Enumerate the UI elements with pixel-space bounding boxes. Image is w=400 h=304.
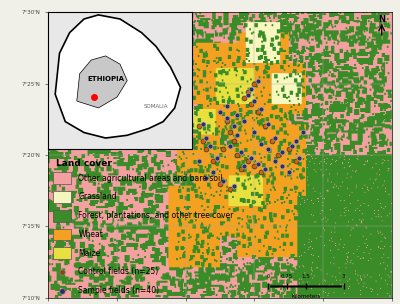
- Text: N: N: [378, 15, 385, 24]
- FancyBboxPatch shape: [52, 210, 71, 222]
- Text: 0: 0: [266, 274, 270, 279]
- Text: Wheat: Wheat: [78, 230, 103, 239]
- Text: Sample fields (n=40): Sample fields (n=40): [78, 286, 160, 295]
- FancyBboxPatch shape: [52, 229, 71, 240]
- Text: Kilometers: Kilometers: [291, 294, 321, 299]
- FancyBboxPatch shape: [52, 191, 71, 203]
- Text: Maize: Maize: [78, 249, 101, 258]
- Text: Control fields (n=25): Control fields (n=25): [78, 268, 159, 276]
- Text: Other agricultural areas and bare soil: Other agricultural areas and bare soil: [78, 174, 223, 183]
- Text: 0.75: 0.75: [281, 274, 293, 279]
- Text: Grassland: Grassland: [78, 192, 117, 202]
- Polygon shape: [55, 15, 180, 138]
- FancyBboxPatch shape: [52, 247, 71, 259]
- Text: 1.5: 1.5: [302, 274, 310, 279]
- Text: SOMALIA: SOMALIA: [144, 104, 168, 109]
- Text: Forest, plantations, and other tree cover: Forest, plantations, and other tree cove…: [78, 211, 234, 220]
- Text: 3: 3: [342, 274, 346, 279]
- FancyBboxPatch shape: [52, 172, 71, 184]
- Text: ETHIOPIA: ETHIOPIA: [87, 76, 124, 81]
- Text: Land cover: Land cover: [56, 159, 112, 168]
- Polygon shape: [77, 56, 127, 108]
